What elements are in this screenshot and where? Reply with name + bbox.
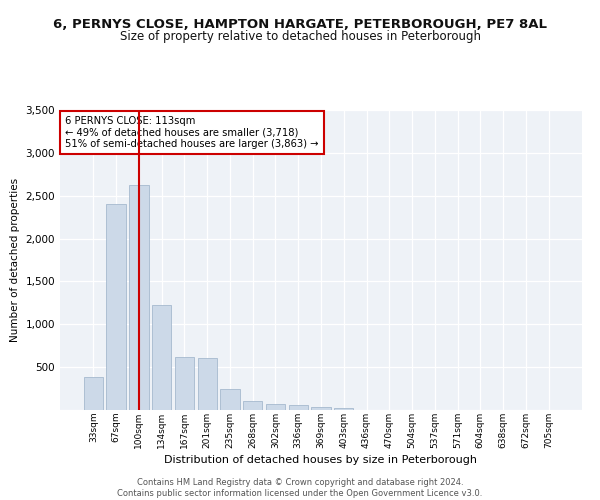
Text: 6, PERNYS CLOSE, HAMPTON HARGATE, PETERBOROUGH, PE7 8AL: 6, PERNYS CLOSE, HAMPTON HARGATE, PETERB… [53,18,547,30]
Bar [266,404,285,410]
Y-axis label: Number of detached properties: Number of detached properties [10,178,20,342]
Bar [197,358,217,410]
Bar [289,406,308,410]
Bar [311,407,331,410]
Text: Contains HM Land Registry data © Crown copyright and database right 2024.
Contai: Contains HM Land Registry data © Crown c… [118,478,482,498]
Bar [152,304,172,410]
X-axis label: Distribution of detached houses by size in Peterborough: Distribution of detached houses by size … [164,454,478,464]
Bar [243,400,262,410]
Text: 6 PERNYS CLOSE: 113sqm
← 49% of detached houses are smaller (3,718)
51% of semi-: 6 PERNYS CLOSE: 113sqm ← 49% of detached… [65,116,319,149]
Bar [106,204,126,410]
Bar [334,408,353,410]
Bar [220,390,239,410]
Bar [175,357,194,410]
Bar [129,186,149,410]
Bar [84,376,103,410]
Text: Size of property relative to detached houses in Peterborough: Size of property relative to detached ho… [119,30,481,43]
